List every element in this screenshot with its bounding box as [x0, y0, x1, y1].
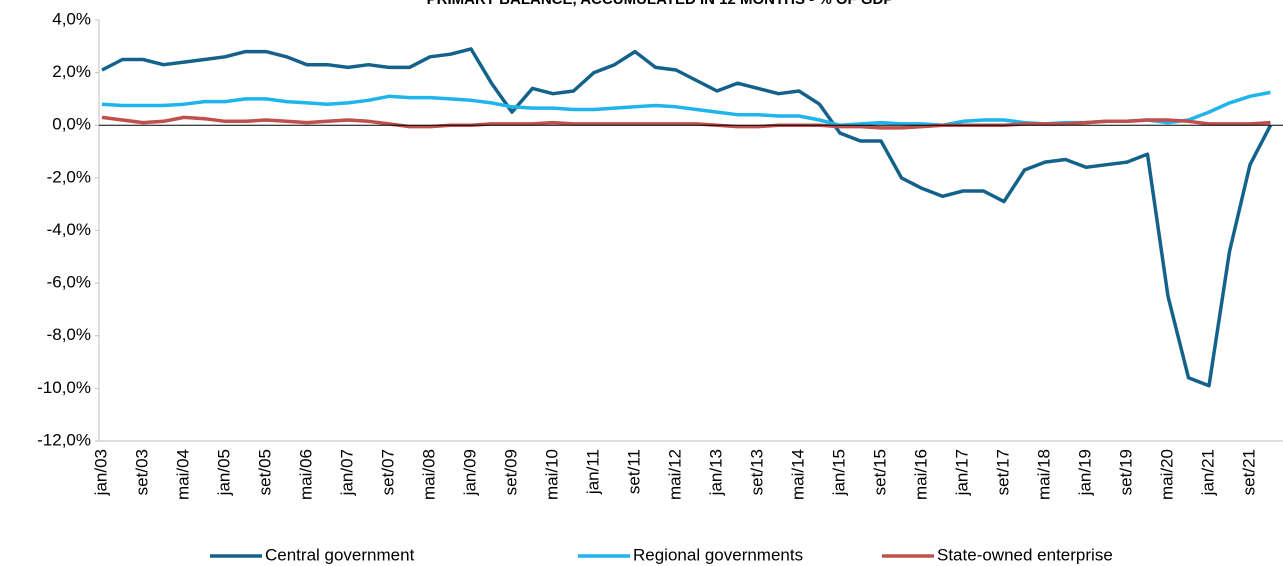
x-tick-label: mai/08 — [419, 449, 438, 500]
x-tick-label: jan/15 — [829, 449, 848, 496]
x-tick-label: jan/07 — [337, 449, 356, 496]
x-tick-label: jan/17 — [952, 449, 971, 496]
y-tick-label: -2,0% — [47, 167, 91, 186]
y-tick-label: 4,0% — [52, 9, 91, 28]
series-line — [101, 115, 1271, 130]
x-tick-label: set/07 — [378, 449, 397, 495]
x-tick-label: set/21 — [1239, 449, 1258, 495]
legend-label: Central government — [265, 545, 415, 564]
x-tick-label: mai/18 — [1034, 449, 1053, 500]
x-tick-label: set/19 — [1116, 449, 1135, 495]
x-tick-label: set/09 — [501, 449, 520, 495]
x-tick-label: mai/04 — [173, 449, 192, 500]
x-tick-label: jan/21 — [1198, 449, 1217, 496]
y-tick-label: -8,0% — [47, 325, 91, 344]
x-tick-label: set/17 — [993, 449, 1012, 495]
x-tick-label: set/13 — [747, 449, 766, 495]
y-tick-label: 2,0% — [52, 62, 91, 81]
chart-title: PRIMARY BALANCE, ACCUMULATED IN 12 MONTH… — [427, 0, 894, 8]
series-line — [101, 47, 1273, 388]
legend-label: State-owned enterprise — [937, 545, 1113, 564]
legend-label: Regional governments — [633, 545, 803, 564]
y-tick-label: -6,0% — [47, 273, 91, 292]
x-tick-label: set/05 — [255, 449, 274, 495]
x-tick-label: jan/13 — [706, 449, 725, 496]
x-tick-label: jan/03 — [91, 449, 110, 496]
x-tick-label: mai/06 — [296, 449, 315, 500]
x-tick-label: mai/16 — [911, 449, 930, 500]
x-tick-label: mai/12 — [665, 449, 684, 500]
y-tick-label: -12,0% — [37, 430, 91, 449]
x-tick-label: mai/14 — [788, 449, 807, 500]
x-tick-label: mai/10 — [542, 449, 561, 500]
x-tick-label: jan/19 — [1075, 449, 1094, 496]
x-tick-label: set/03 — [132, 449, 151, 495]
y-tick-label: -10,0% — [37, 378, 91, 397]
x-tick-label: jan/11 — [583, 449, 602, 495]
x-tick-label: jan/05 — [214, 449, 233, 496]
y-tick-label: -4,0% — [47, 220, 91, 239]
x-tick-label: mai/20 — [1157, 449, 1176, 500]
y-tick-label: 0,0% — [52, 115, 91, 134]
x-tick-label: set/15 — [870, 449, 889, 495]
x-tick-label: set/11 — [624, 449, 643, 494]
x-tick-label: jan/09 — [460, 449, 479, 496]
